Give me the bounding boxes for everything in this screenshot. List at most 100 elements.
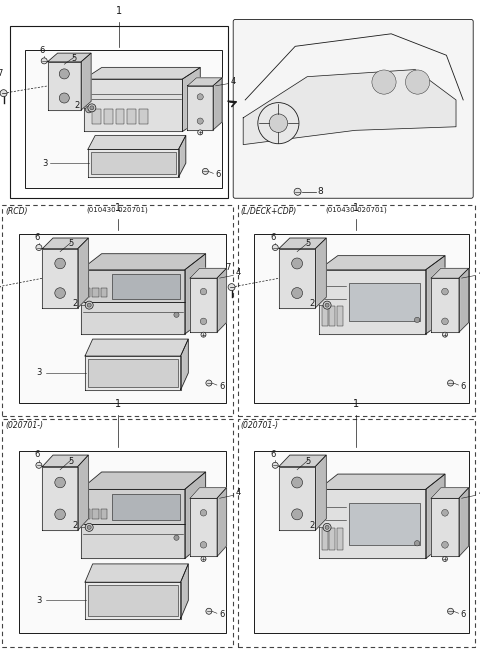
Polygon shape bbox=[279, 455, 326, 467]
Circle shape bbox=[201, 556, 206, 562]
Polygon shape bbox=[187, 78, 222, 86]
Text: 5: 5 bbox=[68, 239, 73, 248]
Bar bbox=[348, 503, 420, 545]
Text: 8: 8 bbox=[318, 187, 324, 196]
Polygon shape bbox=[81, 489, 185, 524]
Polygon shape bbox=[190, 499, 217, 556]
Text: 6: 6 bbox=[460, 610, 466, 619]
Bar bbox=[254, 234, 468, 403]
Polygon shape bbox=[459, 268, 468, 332]
Bar bbox=[88, 585, 178, 616]
Polygon shape bbox=[431, 488, 468, 499]
Text: 1: 1 bbox=[116, 6, 122, 16]
Circle shape bbox=[269, 114, 288, 133]
Circle shape bbox=[200, 510, 207, 516]
Text: 4: 4 bbox=[236, 268, 241, 277]
Circle shape bbox=[206, 608, 212, 614]
Polygon shape bbox=[431, 268, 468, 278]
Circle shape bbox=[414, 541, 420, 546]
Bar bbox=[367, 55, 434, 109]
Circle shape bbox=[443, 332, 447, 337]
Bar bbox=[84, 509, 90, 519]
Text: 6: 6 bbox=[271, 450, 276, 460]
Circle shape bbox=[206, 380, 212, 386]
Text: 1: 1 bbox=[115, 203, 120, 213]
Bar bbox=[92, 109, 101, 124]
Polygon shape bbox=[319, 255, 445, 270]
Bar bbox=[238, 205, 475, 416]
Polygon shape bbox=[180, 564, 188, 619]
Circle shape bbox=[414, 317, 420, 322]
Circle shape bbox=[198, 130, 203, 135]
Circle shape bbox=[87, 303, 91, 307]
Bar bbox=[312, 77, 365, 131]
Circle shape bbox=[442, 510, 448, 516]
Circle shape bbox=[55, 477, 65, 488]
Polygon shape bbox=[279, 238, 326, 249]
Polygon shape bbox=[319, 474, 445, 489]
Circle shape bbox=[36, 244, 42, 250]
Bar bbox=[92, 509, 98, 519]
Polygon shape bbox=[190, 488, 227, 499]
Polygon shape bbox=[42, 467, 78, 530]
Circle shape bbox=[174, 312, 179, 317]
Polygon shape bbox=[431, 499, 459, 556]
Bar bbox=[348, 283, 420, 321]
Polygon shape bbox=[319, 489, 426, 558]
Polygon shape bbox=[217, 488, 227, 556]
Polygon shape bbox=[48, 53, 91, 62]
Circle shape bbox=[325, 303, 329, 307]
Circle shape bbox=[442, 541, 448, 548]
Circle shape bbox=[442, 288, 448, 295]
Bar bbox=[322, 306, 328, 326]
Polygon shape bbox=[84, 79, 182, 131]
Text: 5: 5 bbox=[72, 54, 77, 63]
Polygon shape bbox=[426, 474, 445, 558]
Text: 4: 4 bbox=[236, 488, 241, 497]
Bar bbox=[91, 152, 176, 174]
Polygon shape bbox=[42, 249, 78, 308]
Polygon shape bbox=[81, 254, 205, 270]
Polygon shape bbox=[190, 278, 217, 332]
Text: (RCD): (RCD) bbox=[5, 207, 28, 216]
Polygon shape bbox=[431, 278, 459, 332]
Polygon shape bbox=[243, 70, 456, 145]
Polygon shape bbox=[180, 339, 188, 390]
Polygon shape bbox=[85, 564, 188, 582]
Bar bbox=[337, 306, 343, 326]
Circle shape bbox=[292, 287, 302, 298]
Circle shape bbox=[200, 541, 207, 548]
Circle shape bbox=[0, 90, 7, 97]
Bar bbox=[84, 288, 90, 298]
Polygon shape bbox=[185, 254, 205, 334]
Circle shape bbox=[197, 118, 204, 124]
Text: 5: 5 bbox=[305, 456, 311, 465]
Polygon shape bbox=[48, 62, 81, 110]
Circle shape bbox=[197, 94, 204, 100]
Polygon shape bbox=[81, 270, 185, 302]
Bar bbox=[238, 419, 475, 647]
Polygon shape bbox=[213, 78, 222, 130]
Polygon shape bbox=[315, 238, 326, 308]
Polygon shape bbox=[182, 68, 200, 131]
Bar bbox=[19, 451, 227, 633]
Bar bbox=[254, 451, 468, 633]
Text: 6: 6 bbox=[34, 450, 39, 460]
FancyBboxPatch shape bbox=[233, 20, 473, 198]
Circle shape bbox=[87, 525, 91, 529]
Text: 6: 6 bbox=[219, 382, 224, 391]
Bar bbox=[329, 528, 335, 550]
Text: 6: 6 bbox=[39, 46, 45, 55]
Text: 2: 2 bbox=[74, 101, 80, 111]
Circle shape bbox=[59, 93, 69, 103]
Circle shape bbox=[447, 608, 454, 614]
Bar bbox=[101, 509, 107, 519]
Bar bbox=[92, 288, 98, 298]
Polygon shape bbox=[185, 472, 205, 558]
Text: 2: 2 bbox=[72, 521, 77, 530]
Text: (020701-): (020701-) bbox=[240, 421, 278, 430]
Polygon shape bbox=[187, 86, 213, 130]
Polygon shape bbox=[217, 268, 227, 332]
Bar bbox=[314, 84, 363, 103]
Circle shape bbox=[272, 462, 278, 468]
